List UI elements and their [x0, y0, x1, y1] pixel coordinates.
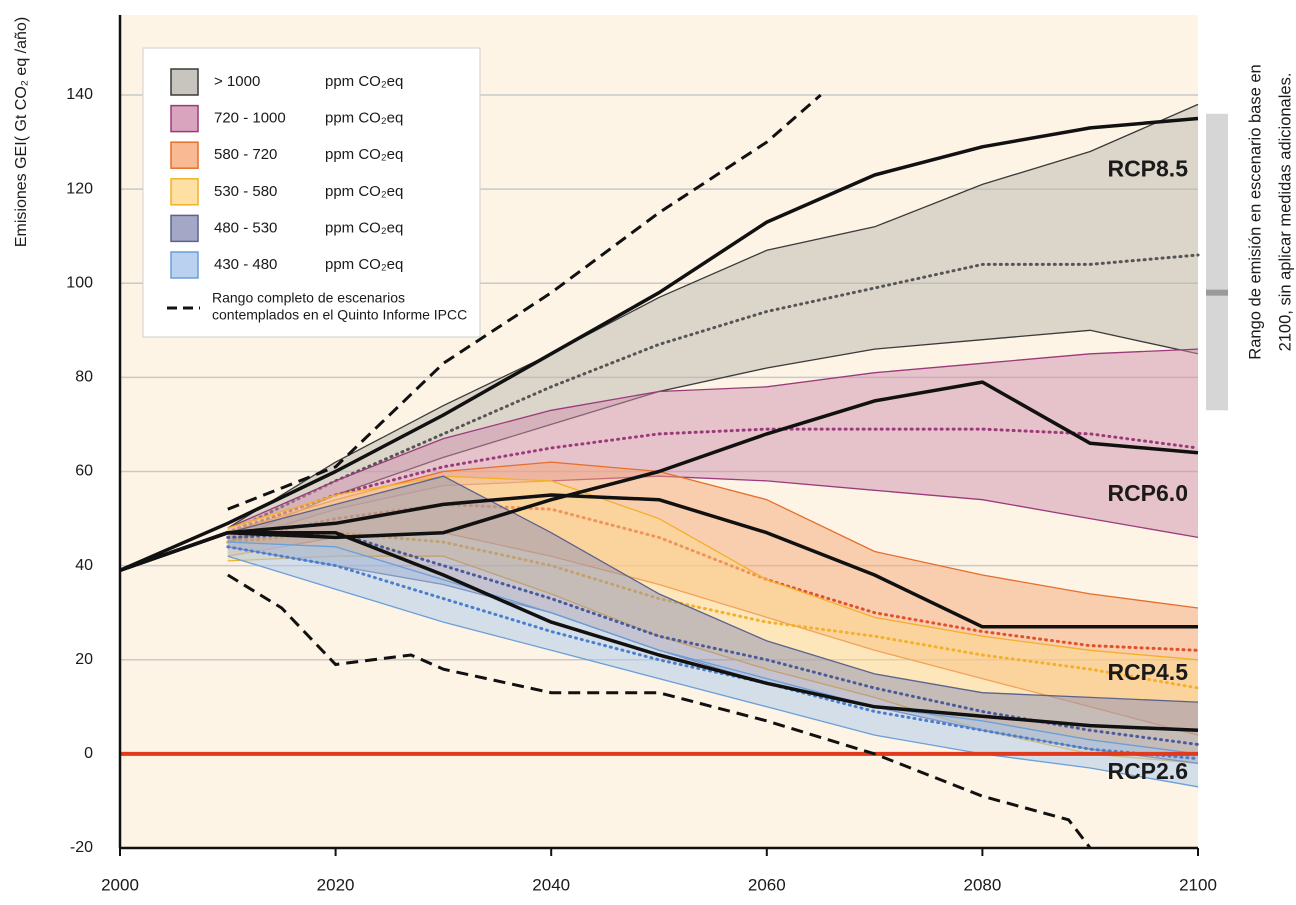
y-tick-label: 100 — [66, 274, 93, 291]
x-tick-label: 2000 — [101, 875, 139, 894]
scenario-range-line — [227, 93, 822, 511]
band-area — [227, 476, 1199, 764]
baseline-range-median — [1206, 289, 1228, 296]
rcp-line — [119, 116, 1199, 572]
legend-swatch — [170, 214, 199, 243]
band-upper-edge — [227, 475, 1199, 661]
band-median — [226, 253, 1200, 535]
legend-swatch — [170, 178, 199, 206]
band-upper-edge — [227, 103, 1199, 529]
band-lower-edge — [227, 555, 1199, 788]
y-tick-label: 40 — [75, 557, 93, 574]
rcp-line — [119, 380, 1199, 572]
legend-label: > 1000 — [214, 73, 260, 90]
band-median — [226, 427, 1200, 535]
baseline-range-label: Rango de emisión en escenario base en — [1246, 64, 1264, 359]
legend-unit: ppm CO₂eq — [325, 219, 403, 236]
legend-label: 480 - 530 — [214, 219, 277, 236]
y-tick-label: 140 — [66, 86, 93, 103]
legend-unit: ppm CO₂eq — [325, 146, 403, 163]
legend-unit: ppm CO₂eq — [325, 110, 403, 127]
legend-box — [142, 47, 481, 338]
x-tick-label: 2080 — [963, 875, 1001, 894]
y-tick-label: 60 — [75, 463, 93, 480]
y-tick-label: 120 — [66, 180, 93, 197]
legend-unit: ppm CO₂eq — [325, 73, 403, 90]
baseline-range-label: 2100, sin aplicar medidas adicionales. — [1276, 73, 1294, 352]
legend-label: 720 - 1000 — [214, 110, 286, 127]
x-tick-label: 2040 — [532, 875, 570, 894]
legend-label: 580 - 720 — [214, 146, 277, 163]
rcp-label: RCP6.0 — [1107, 480, 1188, 506]
legend-unit: ppm CO₂eq — [325, 183, 403, 200]
legend-swatch — [170, 104, 199, 133]
rcp-line — [119, 493, 1198, 629]
legend-swatch — [170, 251, 199, 279]
band-upper-edge — [227, 475, 1199, 703]
bands — [226, 103, 1200, 788]
rcp-line — [119, 530, 1199, 733]
legend-unit: ppm CO₂eq — [325, 256, 403, 273]
legend-label: Rango completo de escenarios — [212, 290, 405, 306]
y-tick-label: 20 — [75, 651, 93, 668]
legend-swatch — [170, 141, 199, 169]
x-tick-label: 2100 — [1179, 875, 1217, 894]
legend: > 1000 ppm CO₂eq 720 - 1000 ppm CO₂eq 580 - … — [142, 47, 481, 338]
legend-label: 530 - 580 — [214, 183, 277, 200]
scenario-range-line — [227, 573, 1092, 849]
legend-swatch — [170, 68, 199, 96]
band-area — [227, 349, 1199, 543]
rcp-label: RCP2.6 — [1107, 758, 1188, 784]
baseline-range-bar — [1206, 113, 1228, 411]
lines: RCP8.5 RCP6.0 RCP4.5 RCP2.6 — [119, 93, 1199, 849]
y-tick-label: 80 — [75, 369, 93, 386]
rcp-label: RCP8.5 — [1107, 155, 1188, 181]
band-upper-edge — [227, 348, 1199, 529]
rcp-label: RCP4.5 — [1107, 659, 1188, 685]
legend-label: 430 - 480 — [214, 256, 277, 273]
x-tick-label: 2020 — [317, 875, 355, 894]
y-tick-label: -20 — [70, 839, 93, 856]
band-upper-edge — [227, 541, 1199, 755]
legend-label: contemplados en el Quinto Informe IPCC — [212, 307, 467, 323]
y-axis-label: Emisiones GEI( Gt CO₂ eq /año) — [13, 17, 30, 247]
y-tick-label: 0 — [84, 745, 93, 762]
x-tick-label: 2060 — [748, 875, 786, 894]
